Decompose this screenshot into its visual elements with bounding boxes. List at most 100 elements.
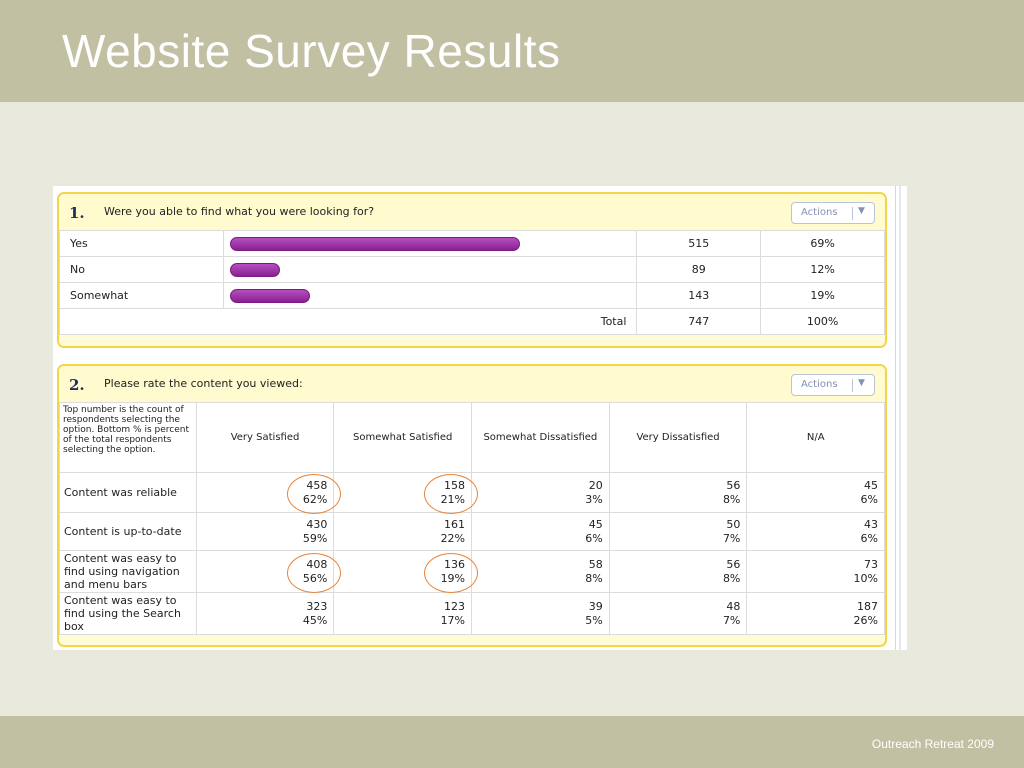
footer-bar: Outreach Retreat 2009 — [0, 716, 1024, 768]
total-row: Total 747 100% — [59, 308, 885, 335]
answer-label: Yes — [59, 230, 224, 257]
question-2-matrix-table: Top number is the count of respondents s… — [59, 402, 885, 635]
actions-divider — [852, 379, 853, 392]
footer-text: Outreach Retreat 2009 — [871, 737, 994, 751]
cell-percent: 8% — [585, 571, 603, 585]
cell-count: 56 — [726, 557, 741, 571]
cell: 56 8% — [608, 472, 748, 513]
answer-percent: 69% — [760, 230, 885, 257]
answer-percent: 19% — [760, 282, 885, 309]
actions-label: Actions — [801, 207, 838, 218]
cell: 45 6% — [471, 512, 610, 551]
chevron-down-icon[interactable]: ▼ — [858, 378, 865, 388]
question-1-number: 1. — [69, 204, 85, 222]
cell-count: 50 — [726, 517, 741, 531]
cell: 430 59% — [195, 512, 335, 551]
cell-percent: 3% — [585, 492, 603, 506]
cell-count: 56 — [726, 478, 741, 492]
column-header-somewhat-dissatisfied: Somewhat Dissatisfied — [471, 402, 610, 473]
result-bar-somewhat — [229, 288, 310, 303]
answer-count: 143 — [636, 282, 762, 309]
cell: 187 26% — [746, 592, 885, 635]
legend-note: Top number is the count of respondents s… — [59, 402, 197, 473]
question-2-header: 2. Please rate the content you viewed: A… — [59, 366, 885, 402]
cell-count: 39 — [588, 599, 603, 613]
column-header-very-satisfied: Very Satisfied — [195, 402, 335, 473]
slide-title: Website Survey Results — [62, 25, 561, 77]
cell: 123 17% — [333, 592, 473, 635]
cell-percent: 26% — [853, 613, 878, 627]
cell: 43 6% — [746, 512, 885, 551]
answer-label: No — [59, 256, 224, 283]
answer-count: 515 — [636, 230, 762, 257]
table-row: Content is up-to-date 430 59% 161 22% 45 6%… — [59, 512, 885, 551]
highlight-circle-reliable-very-satisfied — [287, 474, 341, 514]
answer-label: Somewhat — [59, 282, 224, 309]
cell-percent: 59% — [302, 531, 328, 545]
question-1-results-table: Yes 515 69% No 89 12% Somewhat 143 19% T… — [59, 230, 885, 335]
cell-percent: 8% — [722, 571, 741, 585]
row-label: Content was easy to find using the Searc… — [59, 592, 197, 635]
scrollbar-edge — [895, 186, 907, 650]
question-1-header: 1. Were you able to find what you were l… — [59, 194, 885, 230]
result-bar-no — [229, 262, 280, 277]
header-row: Top number is the count of respondents s… — [59, 402, 885, 473]
cell-count: 123 — [444, 599, 466, 613]
row-label: Content was easy to find using navigatio… — [59, 550, 197, 593]
cell-count: 48 — [726, 599, 741, 613]
cell: 73 10% — [746, 550, 885, 593]
column-header-na: N/A — [746, 402, 885, 473]
column-header-somewhat-satisfied: Somewhat Satisfied — [333, 402, 473, 473]
answer-percent: 12% — [760, 256, 885, 283]
highlight-circle-navigation-somewhat-satisfied — [424, 553, 478, 593]
table-row: Yes 515 69% — [59, 230, 885, 257]
question-1-panel: 1. Were you able to find what you were l… — [57, 192, 887, 348]
actions-divider — [852, 207, 853, 220]
row-label: Content is up-to-date — [59, 512, 197, 551]
table-row: Content was easy to find using the Searc… — [59, 592, 885, 635]
cell-percent: 17% — [440, 613, 466, 627]
table-row: No 89 12% — [59, 256, 885, 283]
cell-count: 45 — [588, 517, 603, 531]
cell-count: 187 — [857, 599, 878, 613]
answer-count: 89 — [636, 256, 762, 283]
question-1-actions-dropdown[interactable]: Actions ▼ — [791, 202, 875, 224]
cell-count: 43 — [864, 517, 878, 531]
cell-percent: 7% — [722, 613, 741, 627]
cell: 161 22% — [333, 512, 473, 551]
cell-count: 58 — [588, 557, 603, 571]
cell-percent: 8% — [722, 492, 741, 506]
table-row: Somewhat 143 19% — [59, 282, 885, 309]
cell-count: 161 — [444, 517, 466, 531]
highlight-circle-reliable-somewhat-satisfied — [424, 474, 478, 514]
cell-percent: 6% — [860, 531, 878, 545]
question-2-text: Please rate the content you viewed: — [104, 377, 303, 390]
cell-count: 45 — [864, 478, 878, 492]
cell: 58 8% — [471, 550, 610, 593]
chevron-down-icon[interactable]: ▼ — [858, 206, 865, 216]
highlight-circle-navigation-very-satisfied — [287, 553, 341, 593]
cell: 323 45% — [195, 592, 335, 635]
cell: 45 6% — [746, 472, 885, 513]
cell-percent: 10% — [853, 571, 878, 585]
cell: 39 5% — [471, 592, 610, 635]
cell-count: 430 — [306, 517, 328, 531]
cell-count: 323 — [306, 599, 328, 613]
row-label: Content was reliable — [59, 472, 197, 513]
survey-screenshot: 1. Were you able to find what you were l… — [53, 186, 907, 650]
title-bar: Website Survey Results — [0, 0, 1024, 102]
cell-percent: 45% — [302, 613, 328, 627]
cell-percent: 5% — [585, 613, 603, 627]
cell-percent: 22% — [440, 531, 466, 545]
result-bar-yes — [229, 236, 520, 251]
cell: 56 8% — [608, 550, 748, 593]
total-percent: 100% — [760, 308, 885, 335]
cell: 50 7% — [608, 512, 748, 551]
question-1-text: Were you able to find what you were look… — [104, 205, 375, 218]
question-2-actions-dropdown[interactable]: Actions ▼ — [791, 374, 875, 396]
total-count: 747 — [636, 308, 762, 335]
column-header-very-dissatisfied: Very Dissatisfied — [608, 402, 748, 473]
cell-count: 73 — [864, 557, 878, 571]
total-label: Total — [59, 308, 638, 335]
question-2-number: 2. — [69, 376, 85, 394]
